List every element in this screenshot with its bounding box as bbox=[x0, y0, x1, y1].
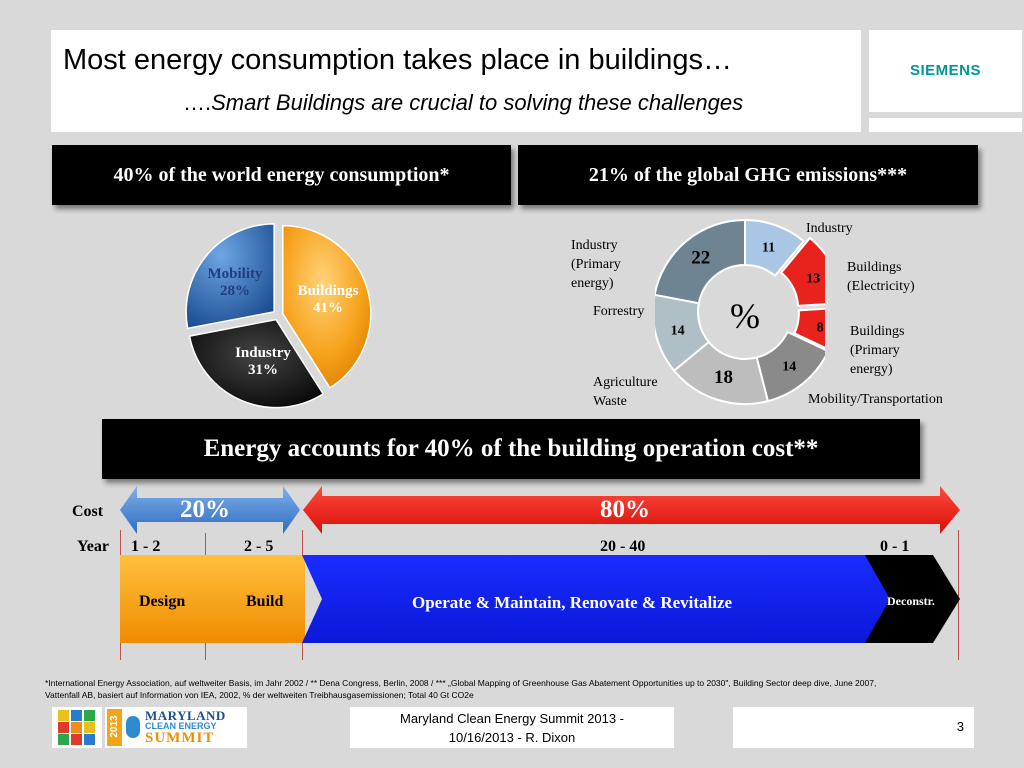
cost-value-20: 20% bbox=[180, 496, 230, 523]
cost-arrow-80 bbox=[303, 486, 960, 534]
divider-line-4 bbox=[958, 530, 959, 660]
pie-label-mobility-pct: 28% bbox=[220, 283, 250, 299]
ring-label-be-1: Buildings bbox=[847, 260, 902, 275]
year-operate: 20 - 40 bbox=[600, 538, 646, 555]
summit-logo-line1: MARYLAND bbox=[145, 708, 226, 723]
page-number: 3 bbox=[956, 719, 964, 734]
ring-slice-0 bbox=[744, 218, 806, 278]
pie-label-buildings-pct: 41% bbox=[313, 300, 343, 316]
pie-label-industry: Industry 31% bbox=[218, 345, 308, 379]
footer-line2: 10/16/2013 - R. Dixon bbox=[448, 730, 576, 745]
year-design: 1 - 2 bbox=[131, 538, 161, 555]
year-label: Year bbox=[77, 538, 109, 555]
ring-label-agri-1: Agriculture bbox=[593, 375, 658, 390]
ring-value-4: 18 bbox=[714, 367, 733, 388]
year-build: 2 - 5 bbox=[244, 538, 274, 555]
phase-deconstruct-arrow bbox=[865, 555, 960, 643]
ring-label-agri-2: Waste bbox=[593, 394, 627, 409]
ring-value-6: 22 bbox=[691, 247, 710, 268]
ring-label-buildings-primary: Buildings (Primary energy) bbox=[850, 322, 904, 379]
ghg-ring-chart: 11 13 8 14 18 14 22 % bbox=[655, 218, 825, 405]
pie-slice-buildings bbox=[282, 224, 372, 389]
ring-label-ip-1: Industry bbox=[571, 238, 618, 253]
logo-strip bbox=[869, 118, 1022, 132]
page-number-box: 3 bbox=[733, 707, 974, 748]
pie-label-buildings: Buildings 41% bbox=[283, 283, 373, 317]
timeline-graphic bbox=[120, 486, 960, 643]
ring-label-be-2: (Electricity) bbox=[847, 279, 915, 294]
ring-label-agriculture: Agriculture Waste bbox=[593, 373, 658, 411]
pie-label-industry-name: Industry bbox=[235, 345, 291, 361]
logo-box: SIEMENS bbox=[869, 30, 1022, 112]
ring-label-industry-primary: Industry (Primary energy) bbox=[571, 236, 621, 293]
ring-slice-5 bbox=[655, 293, 711, 373]
summit-logo: 2013 MARYLAND CLEAN ENERGY SUMMIT bbox=[105, 707, 247, 748]
subtitle-dots: …. bbox=[183, 90, 212, 115]
pie-label-mobility-name: Mobility bbox=[207, 266, 263, 282]
pie-slice-mobility bbox=[185, 223, 275, 330]
summit-logo-year-bar bbox=[107, 709, 122, 746]
banner-energy-consumption: 40% of the world energy consumption* bbox=[52, 145, 511, 205]
ring-label-bp-1: Buildings bbox=[850, 324, 905, 339]
ring-value-0: 11 bbox=[762, 241, 775, 256]
ring-label-ip-3: energy) bbox=[571, 276, 614, 291]
ring-value-5: 14 bbox=[671, 323, 685, 338]
ring-label-mobility: Mobility/Transportation bbox=[808, 392, 943, 407]
summit-logo-line2: CLEAN ENERGY bbox=[145, 721, 217, 731]
ring-value-1: 13 bbox=[806, 271, 820, 286]
ring-label-buildings-electricity: Buildings (Electricity) bbox=[847, 258, 915, 296]
ring-label-forestry: Forrestry bbox=[593, 304, 645, 319]
phase-operate-arrow bbox=[302, 555, 895, 643]
pie-label-industry-pct: 31% bbox=[248, 362, 278, 378]
energy-pie-chart bbox=[185, 223, 372, 409]
ring-label-bp-2: (Primary bbox=[850, 343, 900, 358]
siemens-logo: SIEMENS bbox=[909, 62, 981, 79]
cube-icon bbox=[58, 710, 95, 745]
footer-line1: Maryland Clean Energy Summit 2013 - bbox=[400, 711, 624, 726]
slide-title: Most energy consumption takes place in b… bbox=[63, 44, 732, 76]
ring-slice-1 bbox=[779, 236, 825, 307]
ring-slice-6 bbox=[655, 218, 746, 305]
ring-label-ip-2: (Primary bbox=[571, 257, 621, 272]
banner-operation-cost: Energy accounts for 40% of the building … bbox=[102, 419, 920, 479]
pie-label-mobility: Mobility 28% bbox=[190, 266, 280, 300]
ring-value-3: 14 bbox=[782, 360, 796, 375]
phase-design-build bbox=[120, 555, 305, 643]
ring-slice-2 bbox=[793, 307, 825, 349]
phase-deconstruct-label: Deconstr. bbox=[887, 594, 935, 608]
rubiks-cube-logo bbox=[52, 707, 102, 748]
year-deconstruct: 0 - 1 bbox=[880, 538, 910, 555]
slide-subtitle: ….Smart Buildings are crucial to solving… bbox=[183, 90, 743, 116]
ring-value-2: 8 bbox=[817, 320, 824, 335]
footnote: *International Energy Association, auf w… bbox=[45, 678, 877, 700]
ring-center-label: % bbox=[730, 296, 760, 336]
pie-slice-industry bbox=[188, 318, 325, 409]
pie-label-buildings-name: Buildings bbox=[297, 283, 359, 299]
summit-logo-line3: SUMMIT bbox=[145, 730, 215, 746]
ring-label-bp-3: energy) bbox=[850, 362, 893, 377]
ring-label-industry: Industry bbox=[806, 221, 853, 236]
banner-ghg-emissions: 21% of the global GHG emissions*** bbox=[518, 145, 978, 205]
summit-logo-year: 2013 bbox=[109, 715, 120, 738]
title-box: Most energy consumption takes place in b… bbox=[51, 30, 861, 132]
cost-arrow-20 bbox=[120, 486, 300, 534]
lightbulb-icon bbox=[126, 716, 140, 738]
cost-label: Cost bbox=[72, 503, 104, 520]
cost-value-80: 80% bbox=[600, 496, 650, 523]
subtitle-text: Smart Buildings are crucial to solving t… bbox=[211, 90, 744, 115]
phase-operate-label: Operate & Maintain, Renovate & Revitaliz… bbox=[412, 593, 733, 612]
footer-caption: Maryland Clean Energy Summit 2013 - 10/1… bbox=[350, 707, 674, 748]
phase-design-label: Design bbox=[139, 593, 186, 610]
phase-build-label: Build bbox=[246, 593, 284, 610]
